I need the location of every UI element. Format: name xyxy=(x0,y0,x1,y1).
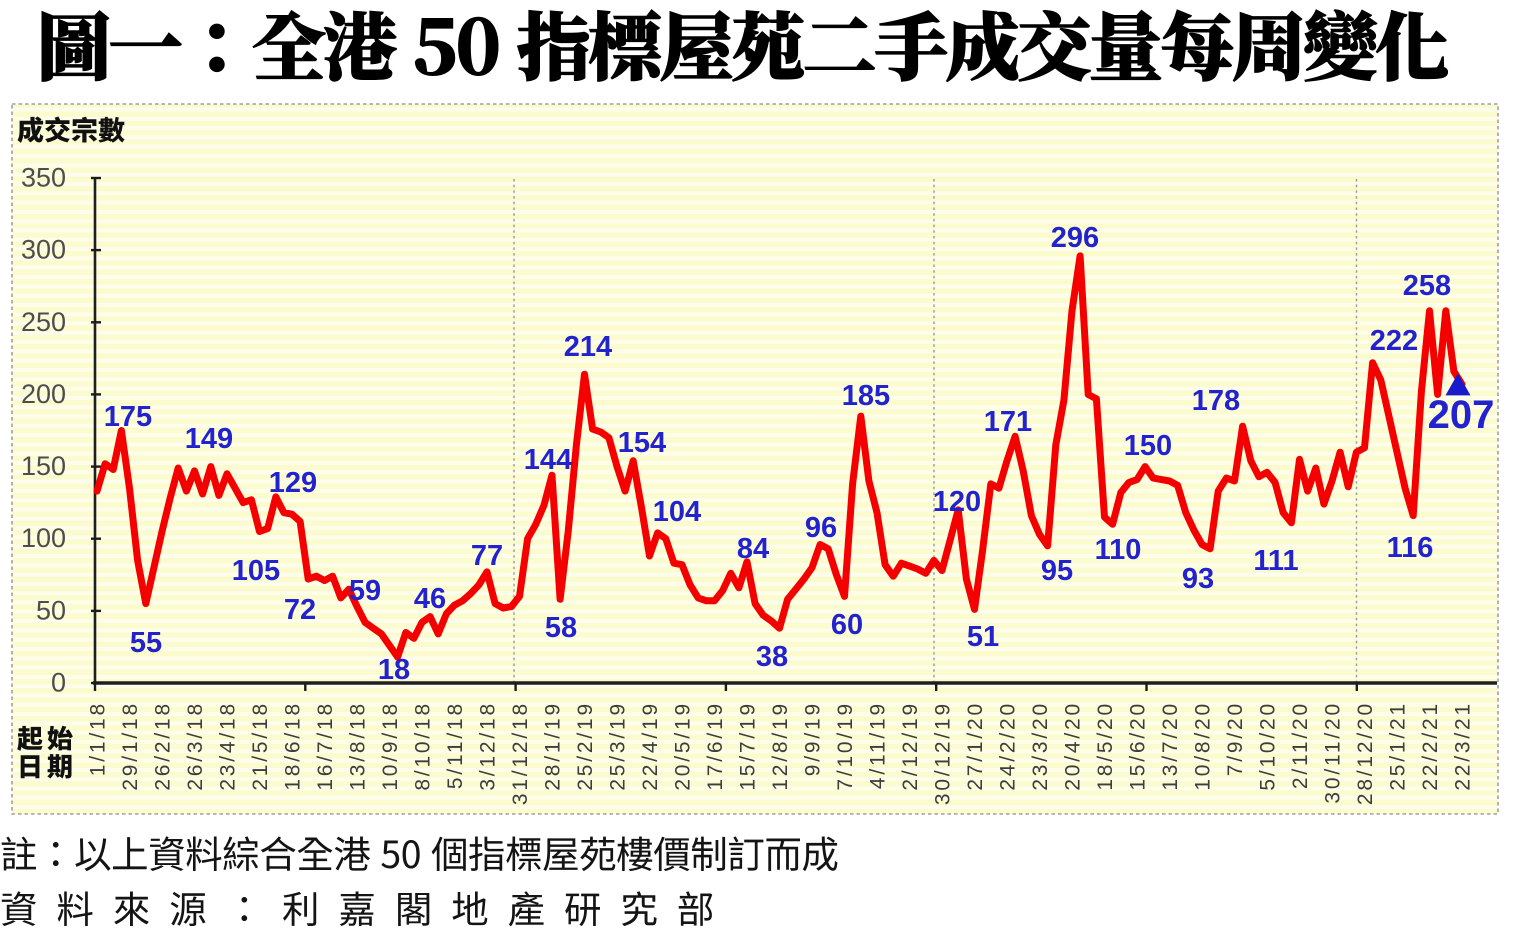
svg-text:46: 46 xyxy=(414,583,446,615)
svg-text:154: 154 xyxy=(618,427,666,459)
svg-text:93: 93 xyxy=(1182,563,1214,595)
svg-text:129: 129 xyxy=(269,467,317,499)
svg-text:12/8/19: 12/8/19 xyxy=(769,701,792,791)
svg-text:207: 207 xyxy=(1428,393,1495,437)
svg-text:7/9/20: 7/9/20 xyxy=(1224,701,1247,776)
svg-text:9/9/19: 9/9/19 xyxy=(802,701,825,776)
svg-text:72: 72 xyxy=(284,594,316,626)
svg-text:5/11/18: 5/11/18 xyxy=(444,701,467,789)
svg-text:58: 58 xyxy=(545,612,577,644)
svg-text:18: 18 xyxy=(378,654,410,686)
svg-text:120: 120 xyxy=(933,486,981,518)
svg-text:10/8/20: 10/8/20 xyxy=(1192,701,1215,791)
svg-text:1/1/18: 1/1/18 xyxy=(87,701,110,776)
svg-text:3/12/18: 3/12/18 xyxy=(477,701,500,791)
svg-text:200: 200 xyxy=(21,379,66,409)
svg-text:25/3/19: 25/3/19 xyxy=(607,701,630,791)
svg-text:150: 150 xyxy=(21,451,66,481)
svg-text:18/5/20: 18/5/20 xyxy=(1094,701,1117,791)
svg-text:26/2/18: 26/2/18 xyxy=(152,701,175,791)
svg-text:171: 171 xyxy=(984,406,1032,438)
svg-text:10/9/18: 10/9/18 xyxy=(379,701,402,791)
svg-text:18/6/18: 18/6/18 xyxy=(282,701,305,791)
svg-text:20/4/20: 20/4/20 xyxy=(1062,701,1085,791)
svg-text:105: 105 xyxy=(232,555,280,587)
svg-text:28/12/20: 28/12/20 xyxy=(1354,701,1377,805)
svg-text:149: 149 xyxy=(185,423,233,455)
svg-text:20/5/19: 20/5/19 xyxy=(672,701,695,791)
svg-text:175: 175 xyxy=(104,401,152,433)
svg-text:21/5/18: 21/5/18 xyxy=(249,701,272,791)
svg-text:214: 214 xyxy=(564,331,612,363)
svg-text:4/11/19: 4/11/19 xyxy=(867,701,890,789)
svg-text:222: 222 xyxy=(1370,325,1418,357)
svg-text:185: 185 xyxy=(842,380,890,412)
svg-text:13/8/18: 13/8/18 xyxy=(347,701,370,791)
svg-text:55: 55 xyxy=(130,627,162,659)
svg-text:59: 59 xyxy=(349,575,381,607)
svg-text:250: 250 xyxy=(21,307,66,337)
svg-text:51: 51 xyxy=(967,621,999,653)
svg-text:31/12/18: 31/12/18 xyxy=(509,701,532,805)
svg-text:116: 116 xyxy=(1387,532,1434,564)
svg-text:50: 50 xyxy=(36,595,66,625)
svg-text:150: 150 xyxy=(1124,430,1172,462)
svg-text:16/7/18: 16/7/18 xyxy=(314,701,337,791)
svg-text:13/7/20: 13/7/20 xyxy=(1159,701,1182,791)
svg-text:38: 38 xyxy=(756,641,788,673)
svg-text:23/4/18: 23/4/18 xyxy=(217,701,240,791)
svg-text:258: 258 xyxy=(1403,270,1451,302)
svg-text:77: 77 xyxy=(471,540,503,572)
svg-text:7/10/19: 7/10/19 xyxy=(834,701,857,791)
svg-text:30/12/19: 30/12/19 xyxy=(932,701,955,805)
svg-text:60: 60 xyxy=(831,609,863,641)
svg-text:2/11/20: 2/11/20 xyxy=(1289,701,1312,789)
svg-text:30/11/20: 30/11/20 xyxy=(1322,701,1345,804)
svg-text:8/10/18: 8/10/18 xyxy=(412,701,435,791)
svg-text:178: 178 xyxy=(1192,385,1240,417)
svg-text:0: 0 xyxy=(51,668,66,698)
svg-text:29/1/18: 29/1/18 xyxy=(119,701,142,791)
svg-text:22/2/21: 22/2/21 xyxy=(1419,701,1442,791)
svg-text:2/12/19: 2/12/19 xyxy=(899,701,922,791)
svg-text:24/2/20: 24/2/20 xyxy=(997,701,1020,791)
svg-text:26/3/18: 26/3/18 xyxy=(184,701,207,791)
svg-text:300: 300 xyxy=(21,235,66,265)
svg-text:5/10/20: 5/10/20 xyxy=(1257,701,1280,791)
svg-text:25/1/21: 25/1/21 xyxy=(1387,701,1410,791)
svg-text:25/2/19: 25/2/19 xyxy=(574,701,597,791)
svg-text:96: 96 xyxy=(805,512,837,544)
svg-text:100: 100 xyxy=(21,523,66,553)
svg-text:95: 95 xyxy=(1041,555,1073,587)
svg-text:104: 104 xyxy=(653,496,701,528)
svg-text:84: 84 xyxy=(737,533,769,565)
svg-text:23/3/20: 23/3/20 xyxy=(1029,701,1052,791)
svg-text:350: 350 xyxy=(21,163,66,193)
svg-text:111: 111 xyxy=(1253,545,1298,577)
svg-text:144: 144 xyxy=(524,444,572,476)
svg-text:296: 296 xyxy=(1051,222,1099,254)
svg-text:15/7/19: 15/7/19 xyxy=(737,701,760,791)
svg-text:28/1/19: 28/1/19 xyxy=(542,701,565,791)
svg-text:27/1/20: 27/1/20 xyxy=(964,701,987,791)
svg-text:22/4/19: 22/4/19 xyxy=(639,701,662,791)
svg-text:22/3/21: 22/3/21 xyxy=(1452,701,1475,791)
svg-text:110: 110 xyxy=(1095,534,1142,566)
svg-text:17/6/19: 17/6/19 xyxy=(704,701,727,791)
svg-text:15/6/20: 15/6/20 xyxy=(1127,701,1150,791)
